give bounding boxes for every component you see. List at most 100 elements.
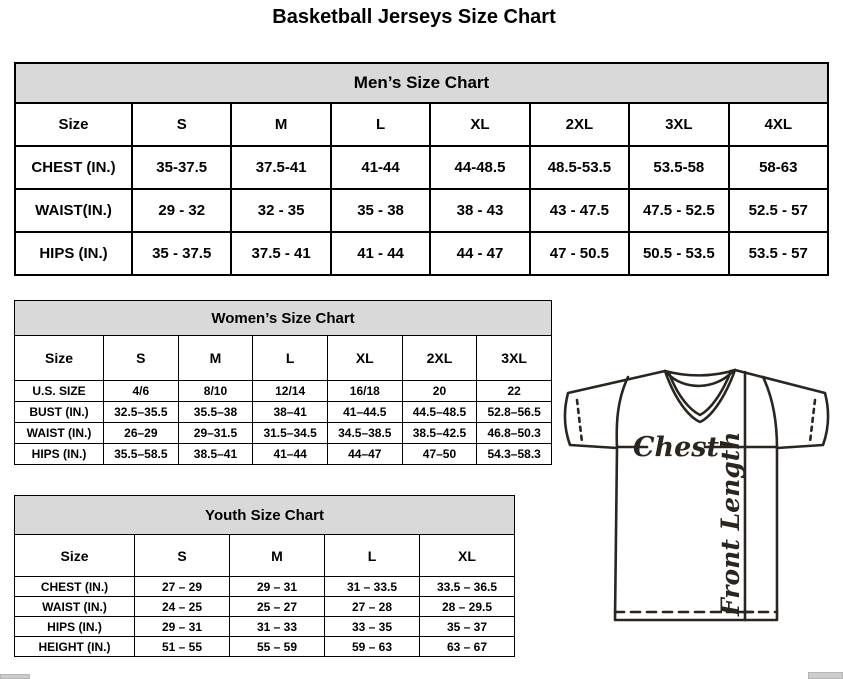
youth-height-row: HEIGHT (IN.) 51 – 55 55 – 59 59 – 63 63 … <box>14 636 515 657</box>
horizontal-scrollbar-fragment-left[interactable] <box>0 674 30 679</box>
horizontal-scrollbar-fragment-right[interactable] <box>808 672 843 679</box>
size-value: 32.5–35.5 <box>103 401 179 423</box>
column-header-l: L <box>252 335 328 381</box>
jersey-armhole-seam-right <box>761 375 779 450</box>
size-value: 38 - 43 <box>429 188 531 233</box>
row-label-waist: WAIST(IN.) <box>14 188 133 233</box>
youth-waist-row: WAIST (IN.) 24 – 25 25 – 27 27 – 28 28 –… <box>14 596 515 617</box>
row-label-us-size: U.S. SIZE <box>14 380 104 402</box>
size-value: 32 - 35 <box>230 188 332 233</box>
size-value: 44–47 <box>326 443 403 465</box>
mens-hips-row: HIPS (IN.) 35 - 37.5 37.5 - 41 41 - 44 4… <box>14 231 830 276</box>
jersey-armhole-seam-left <box>615 375 630 450</box>
chest-label: Chest <box>633 432 719 463</box>
row-label-chest: CHEST (IN.) <box>14 145 133 190</box>
youth-header-row: Size S M L XL <box>14 534 515 577</box>
size-value: 29 – 31 <box>229 576 325 597</box>
jersey-collar-inner-v <box>667 369 733 417</box>
column-header-size: Size <box>14 534 135 577</box>
size-value: 37.5 - 41 <box>230 231 332 276</box>
size-value: 35 - 37.5 <box>130 231 233 276</box>
size-value: 29 – 31 <box>134 616 230 637</box>
size-value: 41-44 <box>329 145 432 190</box>
size-value: 27 – 28 <box>324 596 420 617</box>
size-value: 31 – 33.5 <box>324 576 420 597</box>
column-header-m: M <box>229 534 325 577</box>
column-header-xl: XL <box>326 335 403 381</box>
front-length-label: Front Length <box>716 432 745 617</box>
womens-waist-row: WAIST (IN.) 26–29 29–31.5 31.5–34.5 34.5… <box>14 422 552 444</box>
size-value: 16/18 <box>326 380 403 402</box>
jersey-collar-top-chord <box>663 368 737 377</box>
column-header-3xl: 3XL <box>628 102 730 147</box>
womens-size-chart-table: Women’s Size Chart Size S M L XL 2XL 3XL… <box>14 300 552 465</box>
youth-chest-row: CHEST (IN.) 27 – 29 29 – 31 31 – 33.5 33… <box>14 576 515 597</box>
size-value: 52.8–56.5 <box>476 401 552 423</box>
womens-header-row: Size S M L XL 2XL 3XL <box>14 335 552 381</box>
size-value: 20 <box>401 380 478 402</box>
row-label-bust: BUST (IN.) <box>14 401 104 423</box>
column-header-l: L <box>324 534 420 577</box>
size-value: 52.5 - 57 <box>727 188 830 233</box>
size-value: 37.5-41 <box>230 145 332 190</box>
mens-chest-row: CHEST (IN.) 35-37.5 37.5-41 41-44 44-48.… <box>14 145 830 190</box>
size-value: 58-63 <box>727 145 830 190</box>
column-header-3xl: 3XL <box>476 335 552 381</box>
size-value: 26–29 <box>103 422 179 444</box>
size-value: 44 - 47 <box>429 231 531 276</box>
row-label-waist: WAIST (IN.) <box>14 596 135 617</box>
size-value: 54.3–58.3 <box>476 443 552 465</box>
row-label-chest: CHEST (IN.) <box>14 576 135 597</box>
column-header-s: S <box>130 102 233 147</box>
size-value: 53.5 - 57 <box>727 231 830 276</box>
mens-waist-row: WAIST(IN.) 29 - 32 32 - 35 35 - 38 38 - … <box>14 188 830 233</box>
column-header-l: L <box>329 102 432 147</box>
womens-hips-row: HIPS (IN.) 35.5–58.5 38.5–41 41–44 44–47… <box>14 443 552 465</box>
size-value: 35-37.5 <box>130 145 233 190</box>
size-value: 55 – 59 <box>229 636 325 657</box>
size-value: 44-48.5 <box>429 145 531 190</box>
size-value: 22 <box>476 380 552 402</box>
size-value: 50.5 - 53.5 <box>628 231 730 276</box>
column-header-m: M <box>177 335 254 381</box>
size-value: 35 – 37 <box>419 616 515 637</box>
size-value: 29–31.5 <box>177 422 254 444</box>
jersey-outline <box>563 368 830 622</box>
row-label-hips: HIPS (IN.) <box>14 616 135 637</box>
womens-bust-row: BUST (IN.) 32.5–35.5 35.5–38 38–41 41–44… <box>14 401 552 423</box>
page-title: Basketball Jerseys Size Chart <box>272 6 556 28</box>
size-value: 38.5–41 <box>177 443 254 465</box>
column-header-xl: XL <box>429 102 531 147</box>
size-value: 28 – 29.5 <box>419 596 515 617</box>
column-header-xl: XL <box>419 534 515 577</box>
mens-header-row: Size S M L XL 2XL 3XL 4XL <box>14 102 830 147</box>
size-value: 33.5 – 36.5 <box>419 576 515 597</box>
column-header-s: S <box>103 335 179 381</box>
row-label-waist: WAIST (IN.) <box>14 422 104 444</box>
row-label-height: HEIGHT (IN.) <box>14 636 135 657</box>
jersey-collar-band-arc <box>665 369 735 388</box>
size-value: 24 – 25 <box>134 596 230 617</box>
size-value: 41–44.5 <box>326 401 403 423</box>
size-value: 8/10 <box>177 380 254 402</box>
size-value: 46.8–50.3 <box>476 422 552 444</box>
youth-hips-row: HIPS (IN.) 29 – 31 31 – 33 33 – 35 35 – … <box>14 616 515 637</box>
size-value: 4/6 <box>103 380 179 402</box>
size-value: 31 – 33 <box>229 616 325 637</box>
size-value: 47 - 50.5 <box>528 231 631 276</box>
size-value: 38–41 <box>252 401 328 423</box>
size-value: 59 – 63 <box>324 636 420 657</box>
size-value: 12/14 <box>252 380 328 402</box>
column-header-s: S <box>134 534 230 577</box>
size-value: 35 - 38 <box>329 188 432 233</box>
size-value: 63 – 67 <box>419 636 515 657</box>
mens-size-chart-table: Men’s Size Chart Size S M L XL 2XL 3XL 4… <box>14 62 830 276</box>
jersey-cuff-dashed-right <box>808 398 817 444</box>
column-header-size: Size <box>14 335 104 381</box>
mens-chart-title: Men’s Size Chart <box>14 62 829 104</box>
column-header-2xl: 2XL <box>401 335 478 381</box>
row-label-hips: HIPS (IN.) <box>14 443 104 465</box>
row-label-hips: HIPS (IN.) <box>14 231 133 276</box>
youth-chart-title: Youth Size Chart <box>14 495 515 535</box>
